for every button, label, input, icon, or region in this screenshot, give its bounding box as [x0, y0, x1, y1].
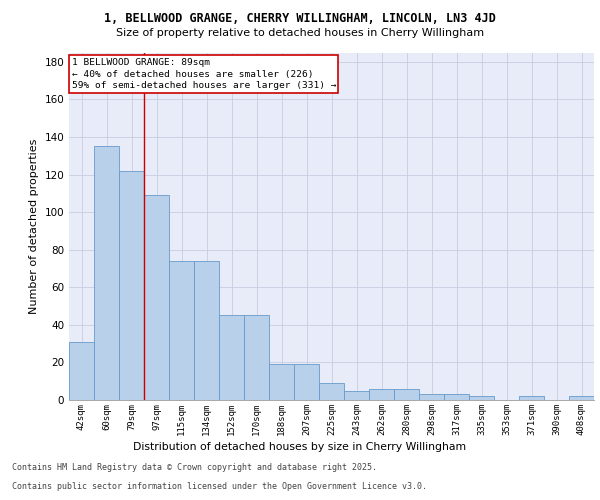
- Bar: [244, 316, 269, 400]
- Bar: [469, 396, 494, 400]
- Bar: [419, 394, 444, 400]
- Y-axis label: Number of detached properties: Number of detached properties: [29, 138, 39, 314]
- Bar: [344, 390, 369, 400]
- Bar: [369, 388, 394, 400]
- Bar: [519, 396, 544, 400]
- Text: 1, BELLWOOD GRANGE, CHERRY WILLINGHAM, LINCOLN, LN3 4JD: 1, BELLWOOD GRANGE, CHERRY WILLINGHAM, L…: [104, 12, 496, 26]
- Bar: [569, 396, 594, 400]
- Bar: [319, 383, 344, 400]
- Text: Contains public sector information licensed under the Open Government Licence v3: Contains public sector information licen…: [12, 482, 427, 491]
- Bar: [294, 364, 319, 400]
- Bar: [169, 261, 194, 400]
- Text: Contains HM Land Registry data © Crown copyright and database right 2025.: Contains HM Land Registry data © Crown c…: [12, 464, 377, 472]
- Bar: [269, 364, 294, 400]
- Text: Distribution of detached houses by size in Cherry Willingham: Distribution of detached houses by size …: [133, 442, 467, 452]
- Bar: [394, 388, 419, 400]
- Bar: [194, 261, 219, 400]
- Bar: [69, 342, 94, 400]
- Bar: [444, 394, 469, 400]
- Text: 1 BELLWOOD GRANGE: 89sqm
← 40% of detached houses are smaller (226)
59% of semi-: 1 BELLWOOD GRANGE: 89sqm ← 40% of detach…: [71, 58, 336, 90]
- Bar: [119, 171, 144, 400]
- Text: Size of property relative to detached houses in Cherry Willingham: Size of property relative to detached ho…: [116, 28, 484, 38]
- Bar: [144, 196, 169, 400]
- Bar: [219, 316, 244, 400]
- Bar: [94, 146, 119, 400]
